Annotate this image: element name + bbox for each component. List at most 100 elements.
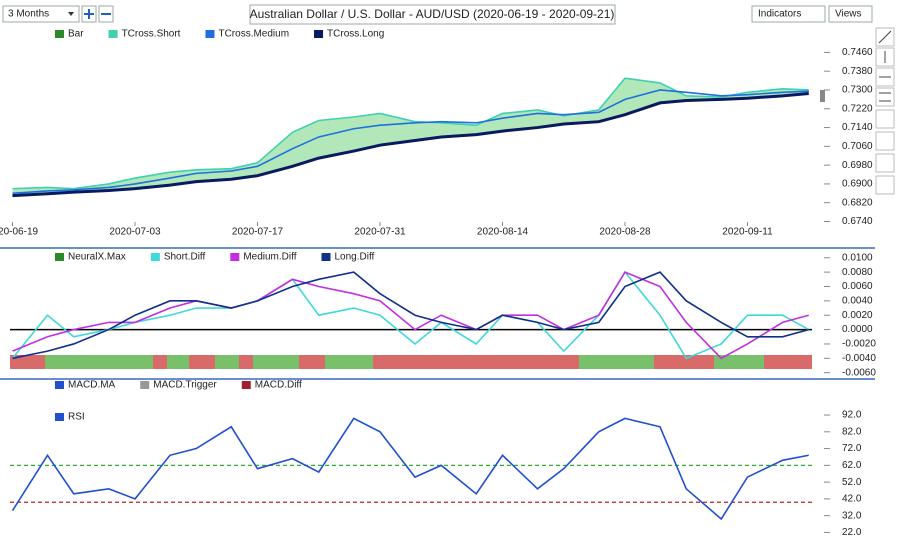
range-select[interactable] bbox=[2, 5, 80, 23]
y-tick-label: 82.0 bbox=[842, 426, 862, 437]
y-tick-label: 62.0 bbox=[842, 460, 862, 471]
legend-label: Short.Diff bbox=[164, 252, 206, 263]
indicators-button[interactable] bbox=[751, 5, 826, 23]
series-line bbox=[11, 417, 809, 521]
y-tick-label: -0.0060 bbox=[842, 367, 876, 378]
strip-seg bbox=[373, 355, 531, 369]
y-tick-label: 42.0 bbox=[842, 494, 862, 505]
tool-line[interactable] bbox=[875, 27, 895, 47]
y-tick-label: 0.7220 bbox=[842, 103, 873, 114]
tool-channel[interactable] bbox=[875, 87, 895, 107]
y-tick-label: 0.6820 bbox=[842, 197, 873, 208]
x-tick-label: 2020-06-19 bbox=[0, 227, 39, 238]
legend-label: MACD.MA bbox=[68, 380, 116, 391]
legend-swatch bbox=[314, 30, 324, 38]
plus-icon bbox=[84, 9, 94, 19]
strip-seg bbox=[764, 355, 812, 369]
legend-swatch bbox=[55, 253, 64, 261]
last-price-marker bbox=[820, 90, 825, 102]
strip-seg bbox=[239, 355, 253, 369]
strip-seg bbox=[167, 355, 189, 369]
series-line bbox=[11, 270, 810, 360]
y-tick-label: 0.6740 bbox=[842, 216, 873, 227]
x-tick-label: 2020-09-11 bbox=[722, 227, 773, 238]
tool-dots[interactable] bbox=[875, 153, 895, 173]
y-tick-label: 92.0 bbox=[842, 410, 862, 421]
strip-seg bbox=[654, 355, 714, 369]
y-tick-label: 32.0 bbox=[842, 510, 862, 521]
y-tick-label: 52.0 bbox=[842, 477, 862, 488]
x-tick-label: 2020-08-14 bbox=[477, 227, 529, 238]
legend-swatch bbox=[241, 381, 251, 389]
strip-seg bbox=[299, 355, 325, 369]
series-line bbox=[12, 271, 809, 360]
legend-swatch bbox=[55, 30, 64, 38]
strip-seg bbox=[215, 355, 239, 369]
strip-seg bbox=[579, 355, 654, 369]
y-tick-label: 0.0060 bbox=[842, 281, 873, 292]
legend-swatch bbox=[230, 253, 240, 261]
series-line bbox=[12, 89, 809, 195]
legend-swatch bbox=[321, 253, 331, 261]
y-tick-label: 0.0000 bbox=[842, 324, 873, 335]
legend-label: Bar bbox=[68, 29, 84, 40]
chart-title: Australian Dollar / U.S. Dollar - AUD/US… bbox=[250, 7, 615, 21]
strip-seg bbox=[531, 355, 579, 369]
series-line bbox=[12, 271, 809, 360]
legend-swatch bbox=[55, 381, 64, 389]
y-tick-label: 0.6900 bbox=[842, 179, 873, 190]
series-line bbox=[12, 92, 809, 198]
indicators-label: Indicators bbox=[758, 9, 801, 20]
y-tick-label: -0.0020 bbox=[842, 339, 876, 350]
tool-hline[interactable] bbox=[875, 67, 895, 87]
icon bbox=[878, 30, 892, 44]
legend-label: TCross.Long bbox=[327, 29, 384, 40]
tool-vline[interactable] bbox=[875, 47, 895, 67]
y-tick-label: 0.7060 bbox=[842, 141, 873, 152]
signal-strip bbox=[10, 355, 812, 369]
range-label: 3 Months bbox=[8, 9, 49, 20]
y-tick-label: -0.0040 bbox=[842, 353, 876, 364]
legend-label: TCross.Short bbox=[122, 29, 181, 40]
strip-seg bbox=[10, 355, 45, 369]
x-tick-label: 2020-07-31 bbox=[354, 227, 406, 238]
y-tick-label: 0.0100 bbox=[842, 252, 873, 263]
y-tick-label: 0.0080 bbox=[842, 267, 873, 278]
legend-label: Long.Diff bbox=[334, 252, 374, 263]
legend-swatch bbox=[140, 381, 150, 389]
title-box bbox=[249, 4, 616, 25]
x-tick-label: 2020-07-03 bbox=[109, 227, 161, 238]
legend-label: RSI bbox=[68, 412, 85, 423]
y-tick-label: 0.7300 bbox=[842, 85, 873, 96]
views-button[interactable] bbox=[828, 5, 873, 23]
y-tick-label: 0.0020 bbox=[842, 310, 873, 321]
strip-seg bbox=[253, 355, 299, 369]
y-tick-label: 0.6980 bbox=[842, 160, 873, 171]
x-tick-label: 2020-08-28 bbox=[599, 227, 651, 238]
legend-label: TCross.Medium bbox=[218, 29, 289, 40]
strip-seg bbox=[45, 355, 153, 369]
legend-swatch bbox=[108, 30, 118, 38]
dropdown-arrow bbox=[68, 12, 74, 16]
y-tick-label: 72.0 bbox=[842, 443, 862, 454]
y-tick-label: 0.7380 bbox=[842, 66, 873, 77]
x-tick-label: 2020-07-17 bbox=[232, 227, 284, 238]
y-tick-label: 0.7460 bbox=[842, 47, 873, 58]
y-tick-label: 0.0040 bbox=[842, 295, 873, 306]
legend-label: NeuralX.Max bbox=[68, 252, 126, 263]
views-label: Views bbox=[835, 9, 862, 20]
legend-label: Medium.Diff bbox=[243, 252, 296, 263]
legend-swatch bbox=[205, 30, 215, 38]
tool-fib[interactable] bbox=[875, 131, 895, 151]
strip-seg bbox=[153, 355, 167, 369]
icon bbox=[879, 92, 891, 102]
tool-pen[interactable] bbox=[875, 109, 895, 129]
strip-seg bbox=[714, 355, 764, 369]
drawing-tools bbox=[875, 27, 895, 195]
y-tick-label: 22.0 bbox=[842, 527, 862, 538]
legend-label: MACD.Trigger bbox=[153, 380, 217, 391]
tool-note[interactable] bbox=[875, 175, 895, 195]
